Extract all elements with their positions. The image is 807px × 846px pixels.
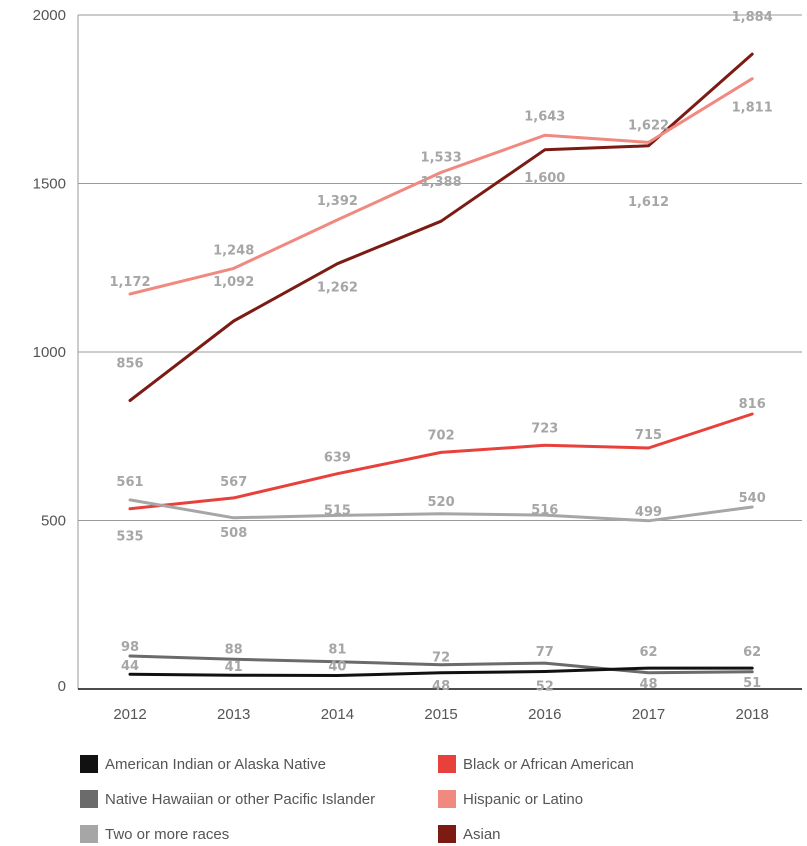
data-label: 1,533 (421, 150, 462, 165)
data-label: 1,643 (524, 109, 565, 124)
y-tick-label: 1500 (33, 176, 66, 193)
x-tick-label: 2012 (113, 706, 146, 723)
x-axis-ticks: 2012 2013 2014 2015 2016 2017 2018 (113, 706, 769, 723)
data-label: 1,622 (628, 118, 669, 133)
legend-swatch (438, 825, 456, 843)
legend-label: Black or African American (463, 755, 634, 773)
series-line-hispanic-or-latino (128, 77, 754, 296)
data-label: 62 (743, 645, 761, 660)
data-label: 816 (739, 397, 766, 412)
data-label: 62 (639, 645, 657, 660)
series-lines (128, 52, 754, 677)
data-label: 1,811 (732, 101, 773, 116)
gridlines (77, 14, 802, 690)
data-label: 1,884 (732, 10, 773, 25)
data-label: 44 (121, 659, 139, 674)
legend-item-hispanic: Hispanic or Latino (438, 787, 583, 811)
data-label: 48 (639, 677, 657, 692)
y-tick-label: 1000 (33, 344, 66, 361)
legend-swatch (438, 755, 456, 773)
y-tick-label: 2000 (33, 7, 66, 24)
data-label: 499 (635, 505, 662, 520)
data-label: 639 (324, 451, 351, 466)
data-label: 535 (116, 530, 143, 545)
data-label: 1,600 (524, 171, 565, 186)
data-label: 1,248 (213, 243, 254, 258)
data-label: 41 (225, 660, 243, 675)
series-line-black-or-african-american (128, 412, 754, 511)
data-label: 88 (225, 642, 243, 657)
data-label: 516 (531, 503, 558, 518)
data-label: 723 (531, 421, 558, 436)
data-label: 567 (220, 475, 247, 490)
data-label: 1,092 (213, 275, 254, 290)
data-label: 715 (635, 428, 662, 443)
y-tick-label: 0 (58, 678, 66, 695)
data-label: 1,262 (317, 281, 358, 296)
data-label: 520 (428, 495, 455, 510)
legend-swatch (438, 790, 456, 808)
x-tick-label: 2016 (528, 706, 561, 723)
series-line-american-indian-or-alaska-native (128, 666, 754, 677)
data-label: 1,392 (317, 194, 358, 209)
data-label: 51 (743, 676, 761, 691)
data-label: 1,388 (421, 175, 462, 190)
legend-item-native-hawaiian: Native Hawaiian or other Pacific Islande… (80, 787, 375, 811)
data-label: 40 (328, 660, 346, 675)
legend-label: Asian (463, 825, 501, 843)
legend-label: American Indian or Alaska Native (105, 755, 326, 773)
x-tick-label: 2017 (632, 706, 665, 723)
legend-label: Hispanic or Latino (463, 790, 584, 808)
legend-label: Two or more races (105, 825, 230, 843)
data-label: 561 (116, 475, 143, 490)
data-label: 1,612 (628, 195, 669, 210)
y-axis-ticks: 0 500 1000 1500 2000 (33, 7, 66, 695)
data-labels: 856 1,092 1,262 1,388 1,600 1,612 1,884 1,172 1,… (109, 10, 772, 694)
legend-swatch (80, 825, 98, 843)
legend-item-black: Black or African American (438, 752, 634, 776)
x-tick-label: 2015 (424, 706, 457, 723)
data-label: 702 (428, 428, 455, 443)
x-tick-label: 2013 (217, 706, 250, 723)
data-label: 1,172 (109, 275, 150, 290)
data-label: 52 (536, 679, 554, 694)
legend-item-two-or-more: Two or more races (80, 822, 229, 846)
series-line-asian (128, 52, 754, 402)
data-label: 72 (432, 651, 450, 666)
legend-swatch (80, 755, 98, 773)
legend-swatch (80, 790, 98, 808)
data-label: 98 (121, 640, 139, 655)
data-label: 81 (328, 643, 346, 658)
data-label: 856 (116, 357, 143, 372)
legend-item-american-indian: American Indian or Alaska Native (80, 752, 326, 776)
x-tick-label: 2014 (321, 706, 354, 723)
data-label: 540 (739, 491, 766, 506)
y-tick-label: 500 (41, 513, 66, 530)
legend-item-asian: Asian (438, 822, 501, 846)
data-label: 77 (536, 645, 554, 660)
series-line-two-or-more-races (128, 498, 754, 523)
legend-label: Native Hawaiian or other Pacific Islande… (105, 790, 376, 808)
x-tick-label: 2018 (736, 706, 769, 723)
data-label: 48 (432, 679, 450, 694)
data-label: 515 (324, 503, 351, 518)
data-label: 508 (220, 526, 247, 541)
series-line-native-hawaiian-or-other-pacific-islander (128, 654, 754, 675)
